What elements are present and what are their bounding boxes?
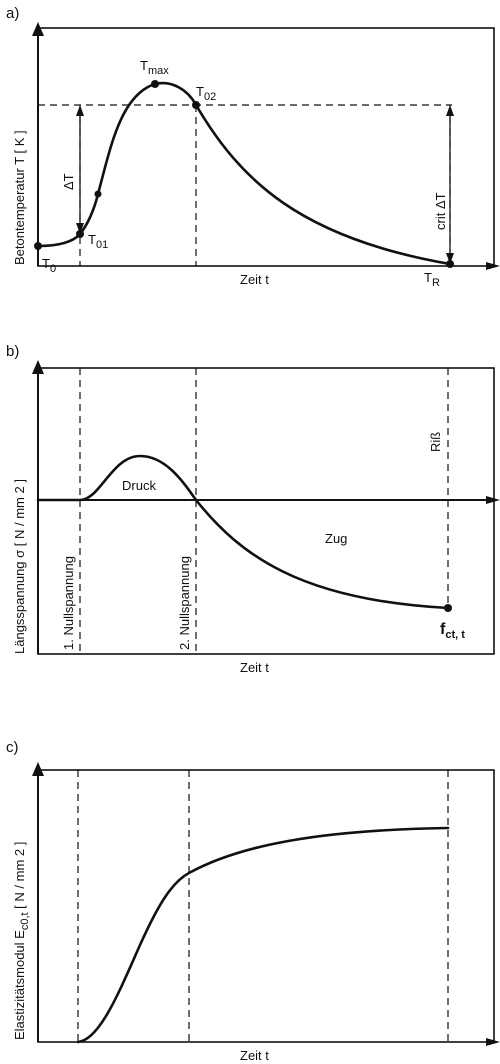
panel-c-frame xyxy=(37,769,495,1043)
panel-c-x-arrow xyxy=(486,1038,500,1046)
point-t0 xyxy=(34,242,42,250)
point-fct xyxy=(444,604,452,612)
panel-c-y-arrow xyxy=(32,762,44,776)
label-t01: T01 xyxy=(88,232,108,251)
panel-c-modulus-curve xyxy=(76,826,450,1044)
panel-b-x-label: Zeit t xyxy=(240,660,269,675)
panel-b-second-zero-label: 2. Nullspannung xyxy=(177,556,192,650)
panel-c-y-label: Elastizitätsmodul Ec0,t [ N / mm 2 ] xyxy=(12,842,31,1040)
panel-b-id: b) xyxy=(6,343,19,360)
point-tmax xyxy=(151,80,159,88)
panel-a-delta-t-label: ΔT xyxy=(61,173,76,190)
panel-a-y-arrow xyxy=(32,22,44,36)
panel-b-crack-label: Riß xyxy=(428,432,443,452)
panel-b: b) Längsspannung σ [ N / mm 2 ] Zeit t D… xyxy=(6,343,500,675)
panel-b-first-zero-label: 1. Nullspannung xyxy=(61,556,76,650)
panel-b-zug-label: Zug xyxy=(325,531,347,546)
panel-b-frame xyxy=(37,367,495,655)
panel-a-x-arrow xyxy=(486,262,500,270)
panel-b-y-arrow xyxy=(32,360,44,374)
label-t02: T02 xyxy=(196,84,216,103)
panel-b-x-arrow xyxy=(486,496,500,504)
panel-c-x-label: Zeit t xyxy=(240,1048,269,1063)
panel-a-x-label: Zeit t xyxy=(240,272,269,287)
panel-a-frame xyxy=(37,27,495,267)
panel-b-druck-label: Druck xyxy=(122,478,156,493)
delta-t-arrowhead-bottom xyxy=(76,223,84,234)
panel-a-y-label: Betontemperatur T [ K ] xyxy=(12,130,27,265)
panel-a-temperature-curve xyxy=(36,81,452,266)
delta-t-arrowhead-top xyxy=(76,105,84,116)
panel-a: a) Betontemperatur T [ K ] Zeit t ΔT xyxy=(6,5,500,289)
panel-b-y-label: Längsspannung σ [ N / mm 2 ] xyxy=(12,479,27,654)
panel-b-fct-label: fct, t xyxy=(440,621,465,641)
label-t0: T0 xyxy=(42,256,56,275)
panel-a-id: a) xyxy=(6,5,19,22)
label-tmax: Tmax xyxy=(140,58,169,77)
point-inflection xyxy=(94,190,102,198)
panel-c: c) Elastizitätsmodul Ec0,t [ N / mm 2 ] … xyxy=(6,739,500,1063)
panel-a-crit-delta-t-label: crit ΔT xyxy=(433,192,448,230)
crit-arrowhead-bottom xyxy=(446,253,454,264)
crit-arrowhead-top xyxy=(446,105,454,116)
panel-b-stress-curve xyxy=(36,454,450,610)
panel-c-id: c) xyxy=(6,739,19,756)
label-tr: TR xyxy=(424,270,440,289)
point-t02 xyxy=(192,101,200,109)
